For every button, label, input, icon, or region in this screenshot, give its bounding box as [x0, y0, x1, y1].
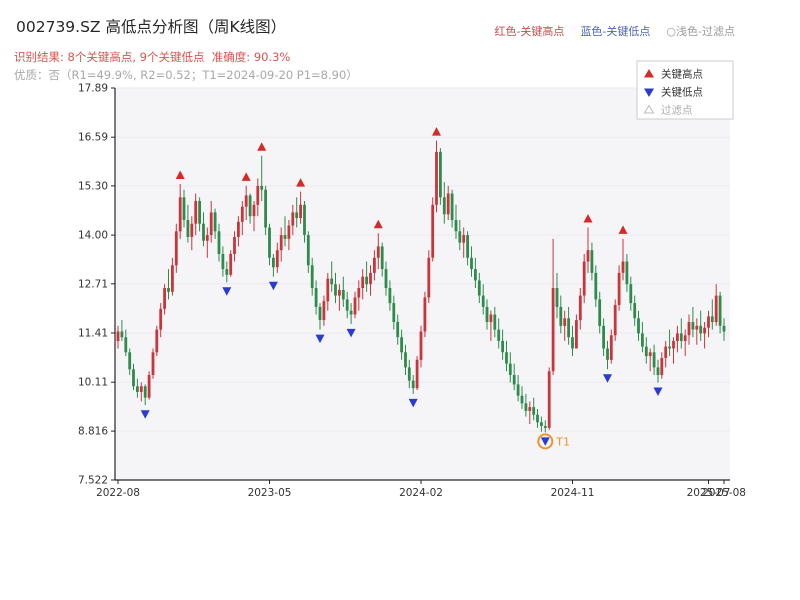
svg-text:2025-07: 2025-07: [687, 487, 731, 499]
candles: [116, 140, 726, 433]
svg-text:T1: T1: [555, 435, 570, 448]
top-legend-key-low-label: 蓝色-关键低点: [580, 25, 651, 38]
x-axis: 2022-08 2023-05 2024-02 2024-11 2025-072025-…: [96, 480, 746, 499]
quality-summary-line: 优质：否（R1=49.9%, R2=0.52；T1=2024-09-20 P1=…: [14, 68, 358, 82]
legend-filtered-icon: [643, 104, 655, 114]
top-legend: 红色-关键高点 蓝色-关键低点 ○浅色-过滤点: [494, 23, 735, 39]
svg-text:2025-08: 2025-08: [702, 487, 746, 499]
svg-text:过滤点: 过滤点: [661, 104, 693, 117]
svg-text:17.89: 17.89: [78, 83, 108, 95]
svg-text:2022-08: 2022-08: [96, 487, 140, 499]
page-title: 002739.SZ 高低点分析图（周K线图）: [16, 18, 287, 36]
legend-key-high-icon: [644, 69, 654, 78]
svg-text:10.11: 10.11: [78, 377, 108, 389]
svg-text:7.522: 7.522: [78, 475, 108, 487]
svg-text:16.59: 16.59: [78, 132, 108, 144]
svg-text:14.00: 14.00: [78, 230, 108, 242]
svg-text:8.816: 8.816: [78, 426, 108, 438]
svg-text:2023-05: 2023-05: [248, 487, 292, 499]
candlestick-chart: 17.89 16.59 15.30 14.00 12.71 11.41 10.11 8.816…: [78, 60, 746, 499]
svg-text:12.71: 12.71: [78, 278, 108, 290]
top-legend-key-high-label: 红色-关键高点: [494, 25, 565, 38]
svg-text:2024-02: 2024-02: [399, 487, 443, 499]
top-legend-filtered-label: ○浅色-过滤点: [666, 25, 735, 38]
t1-marker: T1: [537, 433, 570, 450]
svg-text:关键高点: 关键高点: [661, 68, 703, 81]
key-low-markers: [140, 281, 663, 446]
svg-text:11.41: 11.41: [78, 328, 108, 340]
key-high-markers: [175, 127, 628, 234]
svg-text:关键低点: 关键低点: [661, 86, 703, 99]
svg-text:15.30: 15.30: [78, 180, 108, 192]
legend-key-low-icon: [644, 88, 654, 97]
recognition-result-line: 识别结果: 8个关键高点, 9个关键低点 准确度: 90.3%: [14, 50, 291, 64]
svg-text:2024-11: 2024-11: [551, 487, 595, 499]
